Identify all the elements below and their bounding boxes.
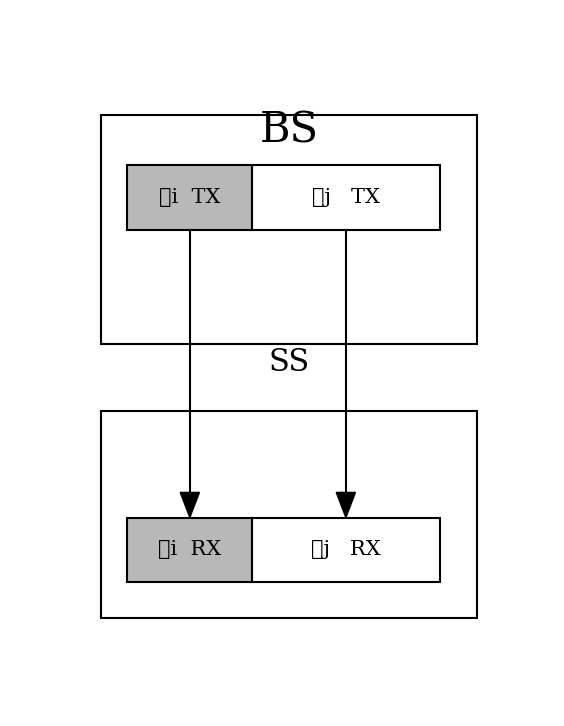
Polygon shape (336, 492, 355, 518)
Bar (101, 412, 477, 619)
Bar (127, 166, 252, 229)
Text: BS: BS (259, 110, 319, 152)
Bar (127, 518, 252, 582)
Text: SS: SS (268, 347, 310, 378)
Text: 模j   TX: 模j TX (312, 188, 380, 207)
Bar (101, 115, 477, 344)
Text: 模i  RX: 模i RX (158, 540, 221, 559)
Polygon shape (180, 492, 200, 518)
Text: 模j   RX: 模j RX (311, 540, 381, 559)
Text: 模i  TX: 模i TX (159, 188, 221, 207)
Bar (252, 166, 440, 229)
Bar (252, 518, 440, 582)
